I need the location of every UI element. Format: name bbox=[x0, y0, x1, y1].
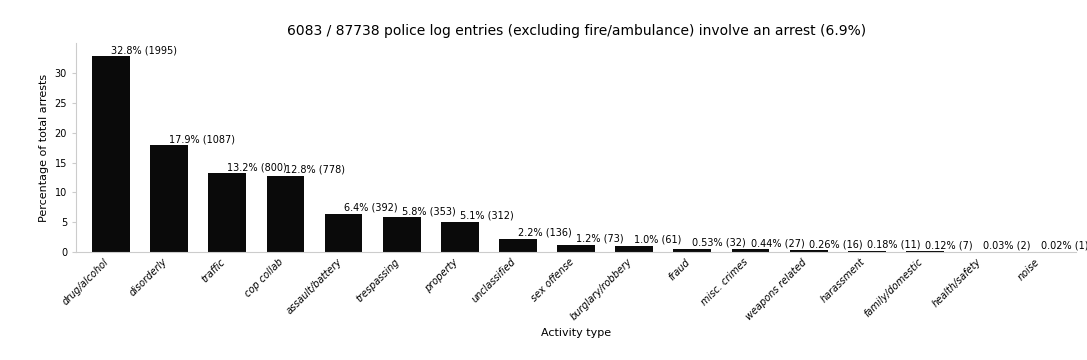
Text: 5.8% (353): 5.8% (353) bbox=[402, 206, 455, 216]
Bar bbox=[558, 245, 595, 252]
Text: 0.53% (32): 0.53% (32) bbox=[692, 238, 746, 248]
Text: 1.2% (73): 1.2% (73) bbox=[576, 234, 624, 244]
Bar bbox=[615, 246, 653, 252]
Bar bbox=[848, 251, 886, 252]
Text: 0.02% (1): 0.02% (1) bbox=[1041, 241, 1087, 251]
Bar bbox=[92, 56, 129, 252]
X-axis label: Activity type: Activity type bbox=[541, 328, 611, 338]
Bar bbox=[266, 176, 304, 252]
Bar bbox=[907, 251, 944, 252]
Text: 17.9% (1087): 17.9% (1087) bbox=[170, 134, 235, 144]
Bar bbox=[150, 145, 188, 252]
Bar bbox=[441, 221, 478, 252]
Title: 6083 / 87738 police log entries (excluding fire/ambulance) involve an arrest (6.: 6083 / 87738 police log entries (excludi… bbox=[287, 24, 865, 38]
Bar bbox=[790, 251, 827, 252]
Bar bbox=[383, 217, 421, 252]
Text: 13.2% (800): 13.2% (800) bbox=[227, 162, 287, 172]
Text: 1.0% (61): 1.0% (61) bbox=[634, 235, 682, 245]
Bar bbox=[325, 214, 362, 252]
Bar bbox=[209, 173, 246, 252]
Text: 12.8% (778): 12.8% (778) bbox=[286, 165, 346, 175]
Bar bbox=[674, 249, 711, 252]
Text: 0.44% (27): 0.44% (27) bbox=[750, 238, 804, 248]
Y-axis label: Percentage of total arrests: Percentage of total arrests bbox=[39, 73, 49, 222]
Text: 2.2% (136): 2.2% (136) bbox=[518, 228, 572, 238]
Text: 6.4% (392): 6.4% (392) bbox=[343, 203, 397, 213]
Text: 5.1% (312): 5.1% (312) bbox=[460, 210, 513, 220]
Text: 0.18% (11): 0.18% (11) bbox=[866, 240, 921, 250]
Bar bbox=[732, 249, 770, 252]
Text: 0.26% (16): 0.26% (16) bbox=[809, 239, 862, 249]
Text: 0.12% (7): 0.12% (7) bbox=[925, 240, 973, 250]
Text: 32.8% (1995): 32.8% (1995) bbox=[111, 45, 177, 55]
Text: 0.03% (2): 0.03% (2) bbox=[983, 240, 1030, 251]
Bar bbox=[499, 239, 537, 252]
